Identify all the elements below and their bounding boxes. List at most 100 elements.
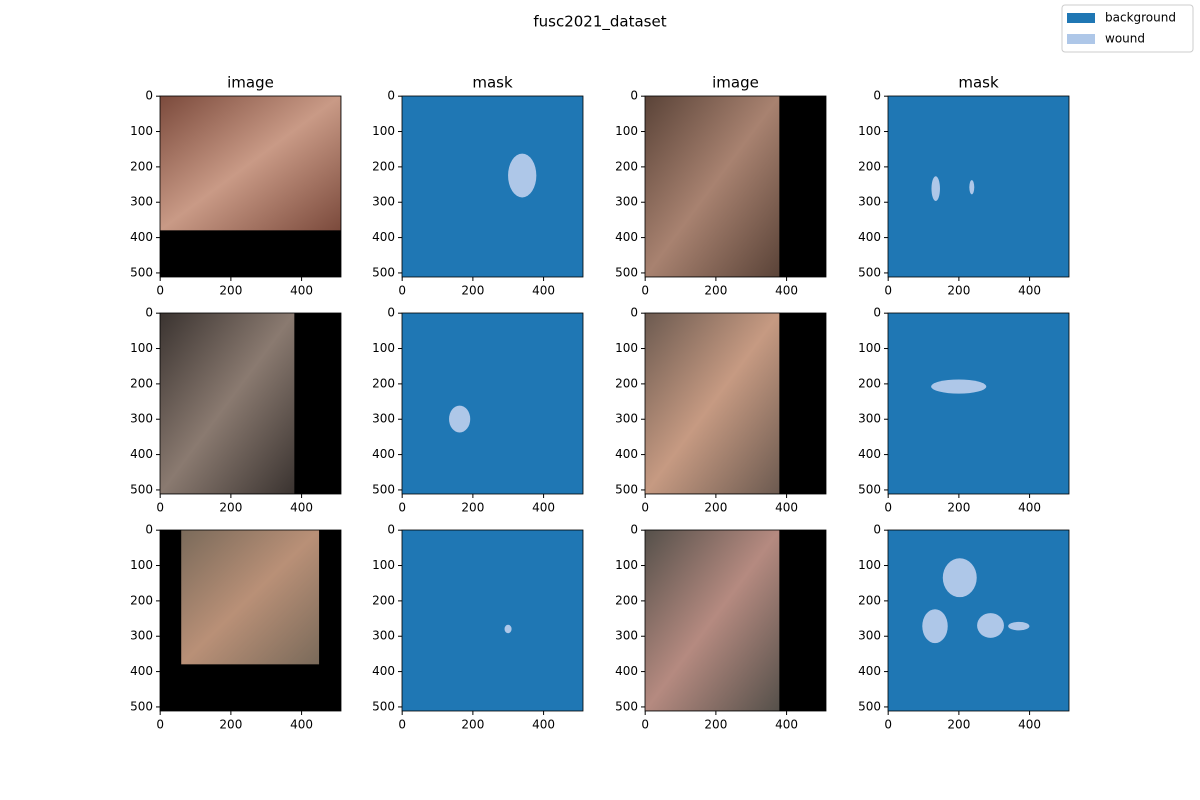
mask-wound — [931, 176, 940, 201]
image-photo — [181, 530, 320, 665]
y-tick-label: 300 — [130, 412, 153, 426]
y-tick-label: 500 — [372, 699, 395, 713]
axes-frame — [644, 312, 827, 495]
y-tick-label: 200 — [372, 376, 395, 390]
image-photo — [645, 96, 780, 277]
y-tick-label: 0 — [630, 523, 638, 537]
x-tick-label: 200 — [947, 284, 970, 298]
x-tick-label: 0 — [156, 718, 164, 732]
y-tick-label: 0 — [630, 306, 638, 320]
mask-wound — [942, 558, 977, 598]
axes-frame — [644, 95, 827, 278]
y-tick-label: 300 — [615, 195, 638, 209]
y-tick-label: 400 — [858, 664, 881, 678]
x-tick-label: 400 — [775, 284, 798, 298]
y-tick-label: 200 — [130, 376, 153, 390]
axes-frame — [159, 529, 342, 712]
x-tick-label: 0 — [156, 501, 164, 515]
axes-title: mask — [958, 74, 999, 92]
y-tick-label: 0 — [387, 523, 395, 537]
image-photo — [645, 313, 780, 494]
axes-frame — [401, 312, 584, 495]
legend-label: wound — [1105, 32, 1145, 46]
x-tick-label: 400 — [1018, 284, 1041, 298]
y-tick-label: 400 — [615, 664, 638, 678]
y-tick-label: 400 — [372, 447, 395, 461]
y-tick-label: 200 — [858, 593, 881, 607]
y-tick-label: 500 — [372, 482, 395, 496]
legend-swatch — [1067, 34, 1095, 44]
image-photo — [645, 530, 780, 711]
mask-wound — [969, 180, 975, 195]
y-tick-label: 300 — [372, 195, 395, 209]
y-tick-label: 500 — [858, 482, 881, 496]
x-tick-label: 0 — [641, 718, 649, 732]
y-tick-label: 0 — [630, 89, 638, 103]
x-tick-label: 200 — [947, 718, 970, 732]
axes-title: image — [712, 74, 759, 92]
y-tick-label: 100 — [130, 124, 153, 138]
x-tick-label: 200 — [461, 284, 484, 298]
y-tick-label: 200 — [130, 593, 153, 607]
x-tick-label: 0 — [884, 501, 892, 515]
y-tick-label: 500 — [372, 265, 395, 279]
y-tick-label: 300 — [858, 629, 881, 643]
figure-title: fusc2021_dataset — [533, 13, 666, 32]
y-tick-label: 300 — [615, 412, 638, 426]
x-tick-label: 400 — [290, 284, 313, 298]
mask-wound — [977, 613, 1004, 638]
y-tick-label: 0 — [387, 89, 395, 103]
x-tick-label: 400 — [1018, 501, 1041, 515]
y-tick-label: 100 — [858, 124, 881, 138]
x-tick-label: 0 — [884, 718, 892, 732]
y-tick-label: 300 — [858, 195, 881, 209]
axes-title: mask — [472, 74, 513, 92]
y-tick-label: 0 — [873, 89, 881, 103]
y-tick-label: 500 — [615, 265, 638, 279]
y-tick-label: 200 — [372, 593, 395, 607]
x-tick-label: 0 — [884, 284, 892, 298]
x-tick-label: 400 — [532, 501, 555, 515]
y-tick-label: 400 — [615, 447, 638, 461]
x-tick-label: 200 — [219, 501, 242, 515]
y-tick-label: 0 — [145, 89, 153, 103]
y-tick-label: 300 — [130, 195, 153, 209]
y-tick-label: 400 — [858, 230, 881, 244]
image-photo — [160, 96, 341, 231]
mask-wound — [508, 153, 537, 198]
y-tick-label: 200 — [615, 159, 638, 173]
y-tick-label: 200 — [615, 376, 638, 390]
x-tick-label: 0 — [398, 501, 406, 515]
axes-title: image — [227, 74, 274, 92]
mask-background — [402, 530, 583, 711]
axes-frame — [401, 95, 584, 278]
legend-label: background — [1105, 11, 1176, 25]
x-tick-label: 400 — [1018, 718, 1041, 732]
x-tick-label: 400 — [532, 718, 555, 732]
x-tick-label: 400 — [775, 718, 798, 732]
x-tick-label: 400 — [290, 501, 313, 515]
image-photo — [160, 313, 295, 494]
y-tick-label: 100 — [615, 124, 638, 138]
axes-frame — [159, 312, 342, 495]
x-tick-label: 0 — [156, 284, 164, 298]
y-tick-label: 200 — [615, 593, 638, 607]
y-tick-label: 0 — [387, 306, 395, 320]
x-tick-label: 200 — [219, 718, 242, 732]
y-tick-label: 0 — [873, 306, 881, 320]
y-tick-label: 100 — [372, 341, 395, 355]
y-tick-label: 300 — [372, 629, 395, 643]
y-tick-label: 500 — [858, 699, 881, 713]
y-tick-label: 200 — [858, 376, 881, 390]
y-tick-label: 0 — [873, 523, 881, 537]
y-tick-label: 300 — [130, 629, 153, 643]
y-tick-label: 100 — [858, 558, 881, 572]
mask-wound — [449, 405, 471, 433]
y-tick-label: 400 — [372, 664, 395, 678]
x-tick-label: 200 — [461, 718, 484, 732]
y-tick-label: 400 — [130, 664, 153, 678]
x-tick-label: 200 — [704, 284, 727, 298]
mask-wound — [1008, 621, 1030, 631]
y-tick-label: 100 — [372, 558, 395, 572]
